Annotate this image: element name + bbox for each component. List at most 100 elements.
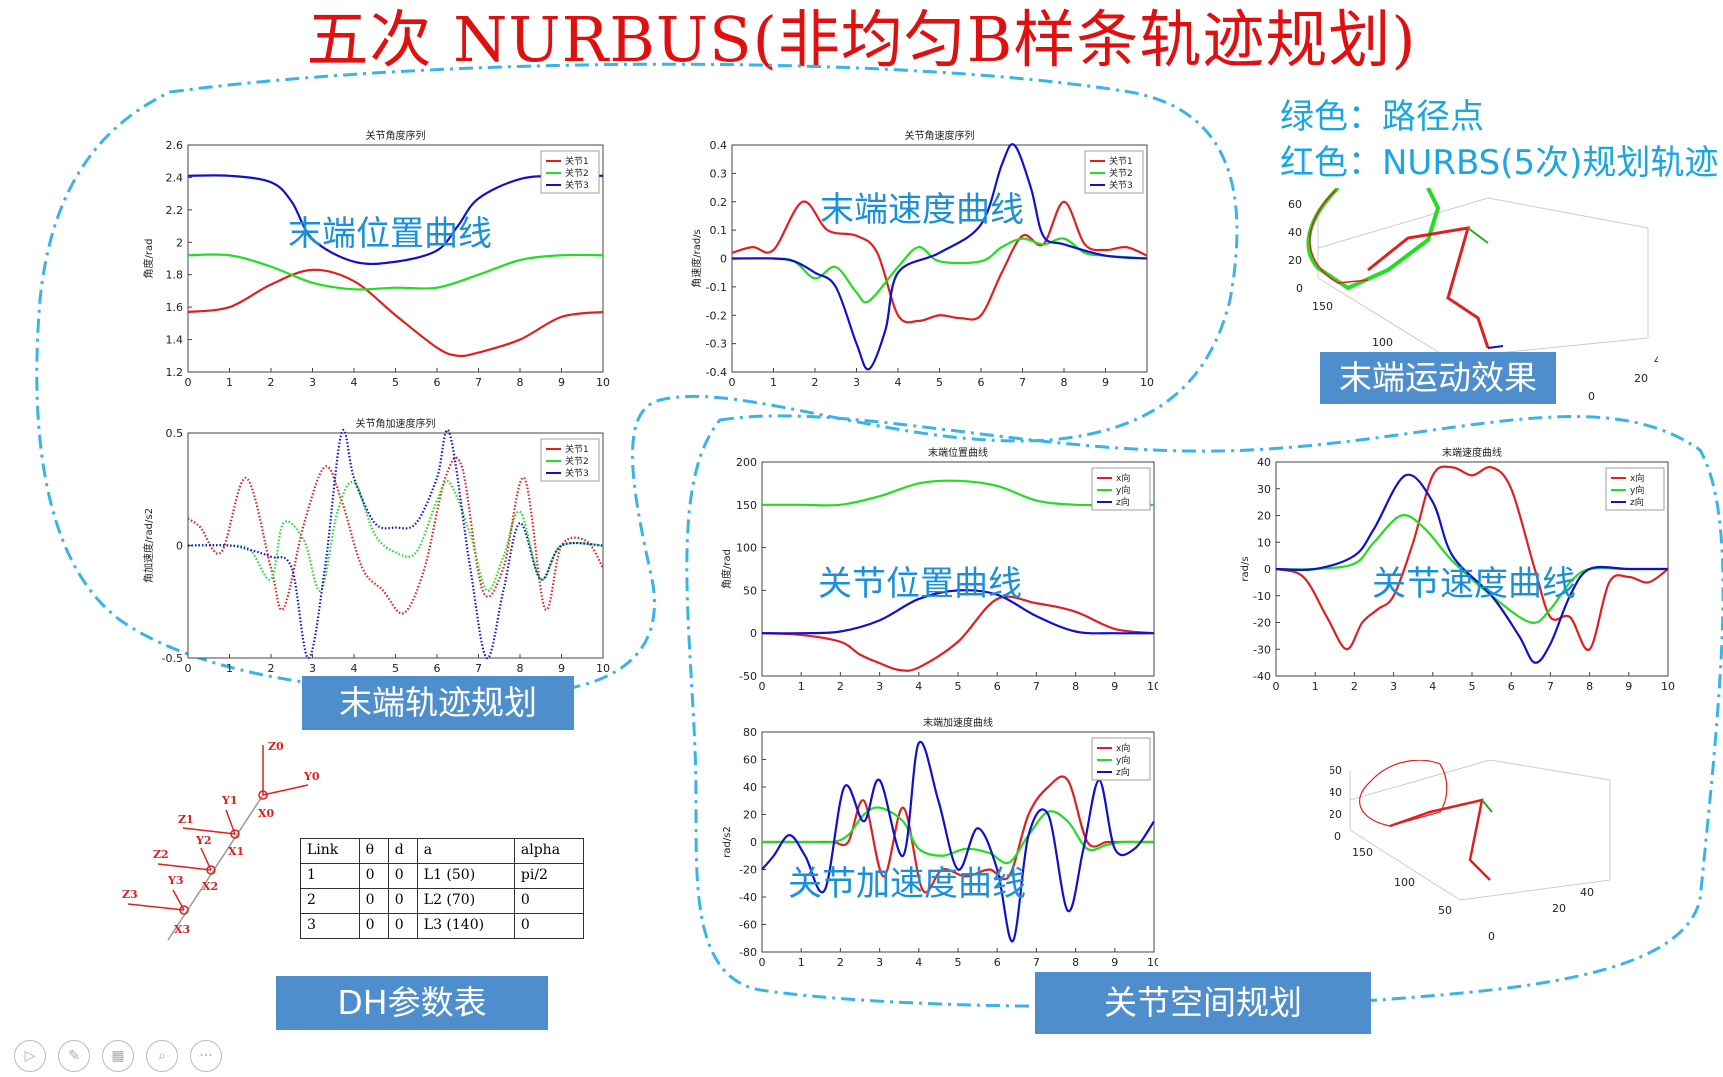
y-tick-label: -0.5 bbox=[162, 652, 183, 665]
notes: 绿色：路径点 红色：NURBS(5次)规划轨迹 bbox=[1280, 94, 1718, 186]
x-tick-label: 3 bbox=[309, 662, 316, 673]
frame-label: Y1 bbox=[221, 794, 238, 807]
series-line bbox=[1275, 473, 1668, 664]
y-tick-label: 30 bbox=[1257, 483, 1271, 496]
series-line bbox=[187, 253, 604, 291]
x-tick-label: 3 bbox=[309, 376, 316, 389]
x-tick-label: 2 bbox=[837, 956, 844, 967]
x-tick-label: 7 bbox=[1033, 680, 1040, 692]
table-cell: 3 bbox=[300, 913, 360, 939]
series-line bbox=[731, 200, 1148, 324]
grid-icon[interactable]: ▦ bbox=[102, 1040, 134, 1072]
x-tick-label: 4 bbox=[915, 956, 922, 967]
series-line bbox=[761, 595, 1155, 672]
legend-label: 关节1 bbox=[1109, 155, 1133, 167]
plot-area bbox=[731, 144, 1148, 373]
chart-title: 末端加速度曲线 bbox=[923, 716, 993, 729]
x-tick-label: 4 bbox=[895, 376, 902, 389]
series-line bbox=[187, 428, 604, 660]
section-end-trajectory: 末端轨迹规划 bbox=[302, 676, 574, 730]
table-cell: 0 bbox=[387, 863, 418, 889]
x-tick-label: 5 bbox=[955, 680, 962, 692]
series-line bbox=[761, 479, 1154, 507]
dh-table: Link θ d a alpha 1 0 0 L1 (50) pi/2 2 0 0 L2 (7… bbox=[300, 838, 585, 939]
table-cell: 0 bbox=[387, 888, 418, 914]
frame-label: X0 bbox=[258, 807, 275, 820]
svg-text:100: 100 bbox=[1372, 336, 1393, 349]
y-tick-label: 40 bbox=[743, 781, 757, 794]
frame-label: Z1 bbox=[178, 813, 194, 826]
x-tick-label: 2 bbox=[837, 680, 844, 692]
svg-text:0: 0 bbox=[1588, 390, 1595, 403]
x-tick-label: 2 bbox=[268, 662, 275, 673]
y-tick-label: 1.6 bbox=[166, 301, 184, 314]
more-icon[interactable]: ··· bbox=[190, 1040, 222, 1072]
y-tick-label: 2 bbox=[176, 236, 183, 249]
svg-text:20: 20 bbox=[1288, 254, 1302, 267]
svg-text:40: 40 bbox=[1330, 786, 1342, 799]
x-tick-label: 7 bbox=[1019, 376, 1026, 389]
x-tick-label: 0 bbox=[1273, 680, 1280, 692]
svg-text:150: 150 bbox=[1352, 846, 1373, 859]
y-tick-label: 200 bbox=[736, 456, 757, 469]
series-line bbox=[187, 456, 604, 615]
y-tick-label: -40 bbox=[1253, 670, 1271, 683]
y-tick-label: 0 bbox=[720, 253, 727, 266]
series-line bbox=[731, 143, 1148, 371]
legend-label: 关节1 bbox=[565, 155, 589, 167]
y-tick-label: 50 bbox=[743, 584, 757, 597]
x-tick-label: 10 bbox=[596, 376, 610, 389]
x-tick-label: 3 bbox=[876, 956, 883, 967]
y-axis-label: 角速度/rad/s bbox=[690, 229, 703, 288]
table-header-row: Link θ d a alpha bbox=[300, 838, 585, 864]
table-row: 3 0 0 L3 (140) 0 bbox=[300, 913, 585, 939]
y-tick-label: 0.3 bbox=[710, 167, 728, 180]
section-end-effect: 末端运动效果 bbox=[1320, 352, 1556, 404]
table-header-cell: θ bbox=[358, 838, 389, 864]
legend-label: z向 bbox=[1630, 496, 1644, 508]
y-axis-label: 角度/rad bbox=[142, 239, 155, 279]
y-tick-label: 80 bbox=[743, 726, 757, 739]
x-tick-label: 9 bbox=[1111, 956, 1118, 967]
frame-label: X1 bbox=[228, 845, 244, 858]
plot-area bbox=[187, 432, 604, 659]
svg-text:0: 0 bbox=[1334, 830, 1341, 843]
x-tick-label: 8 bbox=[517, 376, 524, 389]
svg-text:40: 40 bbox=[1580, 886, 1594, 899]
x-tick-label: 1 bbox=[770, 376, 777, 389]
zoom-icon[interactable]: ⌕ bbox=[146, 1040, 178, 1072]
svg-text:60: 60 bbox=[1330, 764, 1342, 777]
x-tick-label: 6 bbox=[1508, 680, 1515, 692]
pen-icon[interactable]: ✎ bbox=[58, 1040, 90, 1072]
legend-label: 关节3 bbox=[565, 179, 589, 191]
y-tick-label: 1.2 bbox=[166, 366, 184, 379]
y-tick-label: 10 bbox=[1257, 536, 1271, 549]
overlay-joint-acceleration: 关节加速度曲线 bbox=[788, 864, 1026, 904]
series-line bbox=[187, 480, 604, 592]
x-tick-label: 1 bbox=[798, 956, 805, 967]
table-cell: 0 bbox=[358, 863, 389, 889]
x-tick-label: 7 bbox=[1033, 956, 1040, 967]
series-line bbox=[762, 775, 1154, 894]
svg-text:20: 20 bbox=[1552, 902, 1566, 915]
table-cell: 0 bbox=[387, 913, 418, 939]
play-icon[interactable]: ▷ bbox=[14, 1040, 46, 1072]
x-tick-label: 8 bbox=[1586, 680, 1593, 692]
svg-text:150: 150 bbox=[1312, 300, 1333, 313]
x-tick-label: 5 bbox=[936, 376, 943, 389]
y-tick-label: -0.1 bbox=[706, 281, 727, 294]
table-cell: 1 bbox=[300, 863, 360, 889]
table-cell: pi/2 bbox=[513, 863, 585, 889]
y-tick-label: 0.4 bbox=[710, 139, 728, 152]
x-tick-label: 6 bbox=[434, 662, 441, 673]
section-dh-table: DH参数表 bbox=[276, 976, 548, 1030]
x-tick-label: 10 bbox=[1147, 680, 1158, 692]
table-header-cell: a bbox=[416, 838, 515, 864]
y-tick-label: 1.8 bbox=[166, 269, 184, 282]
table-cell: 0 bbox=[513, 913, 585, 939]
y-tick-label: -40 bbox=[739, 891, 757, 904]
y-tick-label: 2.4 bbox=[166, 171, 184, 184]
overlay-joint-position: 关节位置曲线 bbox=[818, 564, 1022, 604]
